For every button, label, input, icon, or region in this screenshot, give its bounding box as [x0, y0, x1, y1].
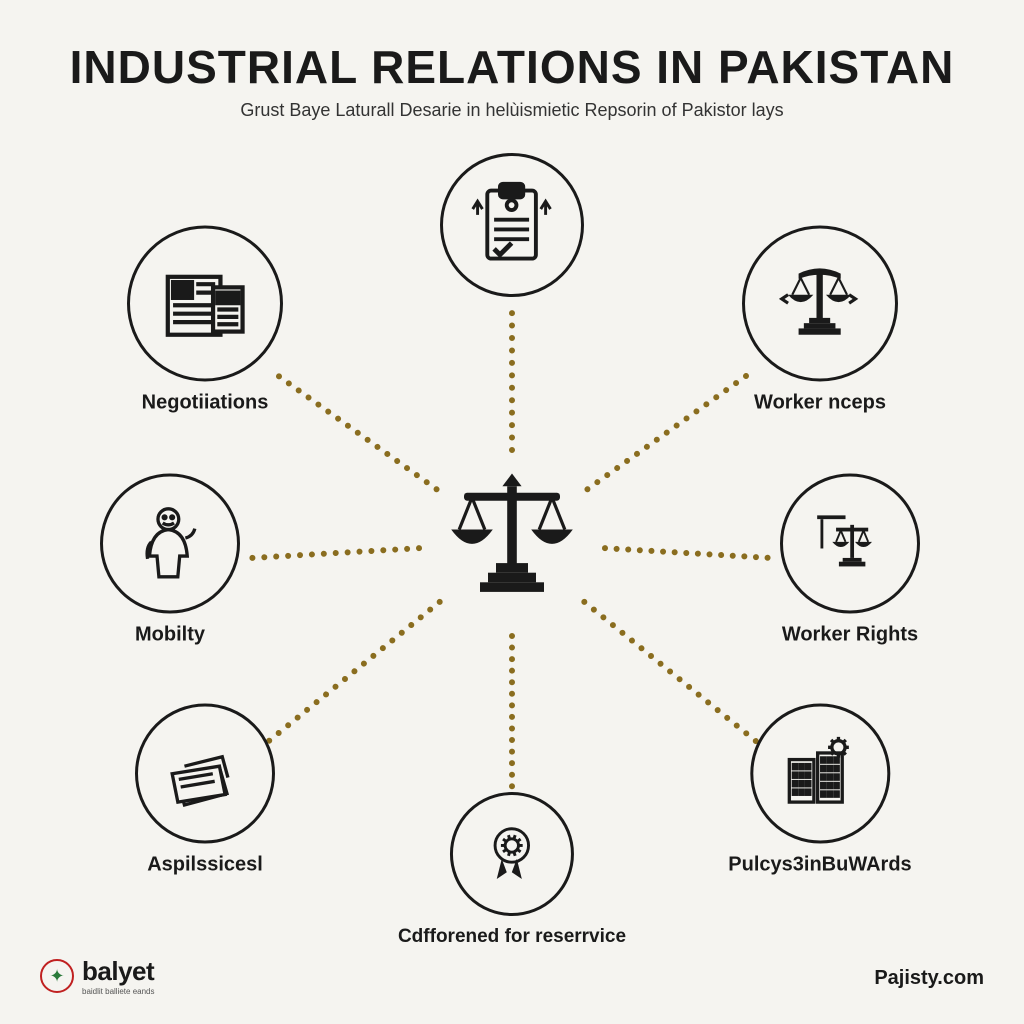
- connector-rights: [602, 545, 771, 561]
- node-worker-nceps: Worker nceps: [742, 226, 898, 415]
- center-scales-icon: [432, 458, 592, 623]
- node-label-negotiations: Negotiiations: [142, 392, 269, 415]
- node-label-rights: Worker Rights: [782, 624, 918, 647]
- logo-mark-icon: ✦: [40, 959, 74, 993]
- ribbon-gear-icon: [450, 792, 574, 916]
- node-label-pulcys: Pulcys3inBuWArds: [728, 854, 911, 877]
- node-negotiations: Negotiiations: [127, 226, 283, 415]
- gavel-scales-icon: [780, 474, 920, 614]
- connector-aspil: [265, 598, 444, 745]
- footer-right-credit: Pajisty.com: [874, 967, 984, 990]
- page-subtitle: Grust Baye Laturall Desarie in helùismie…: [0, 100, 1024, 121]
- newspaper-icon: [127, 226, 283, 382]
- node-bottom: Cdfforened for reserrvice: [398, 792, 626, 948]
- clipboard-check-icon: [440, 153, 584, 297]
- scales-pillar-icon: [742, 226, 898, 382]
- node-mobility: Mobilty: [100, 474, 240, 647]
- logo-subtext: baidlit balliete eands: [82, 987, 155, 996]
- folders-icon: [135, 704, 275, 844]
- connector-top: [509, 310, 515, 453]
- node-label-aspil: Aspilssicesl: [147, 854, 263, 877]
- node-aspil: Aspilssicesl: [135, 704, 275, 877]
- node-top: [440, 153, 584, 297]
- node-pulcys: Pulcys3inBuWArds: [728, 704, 911, 877]
- connector-negotiations: [275, 372, 441, 493]
- page-title: INDUSTRIAL RELATIONS IN PAKISTAN: [0, 40, 1024, 94]
- person-icon: [100, 474, 240, 614]
- connector-bottom: [509, 633, 515, 801]
- buildings-gear-icon: [750, 704, 890, 844]
- node-label-bottom: Cdfforened for reserrvice: [398, 926, 626, 948]
- footer-left-logo: ✦ balyet baidlit balliete eands: [40, 956, 155, 996]
- node-rights: Worker Rights: [780, 474, 920, 647]
- connector-mobility: [250, 545, 423, 561]
- node-label-mobility: Mobilty: [135, 624, 205, 647]
- logo-text: balyet: [82, 956, 155, 987]
- node-label-worker-nceps: Worker nceps: [754, 392, 886, 415]
- connector-worker-nceps: [583, 372, 750, 493]
